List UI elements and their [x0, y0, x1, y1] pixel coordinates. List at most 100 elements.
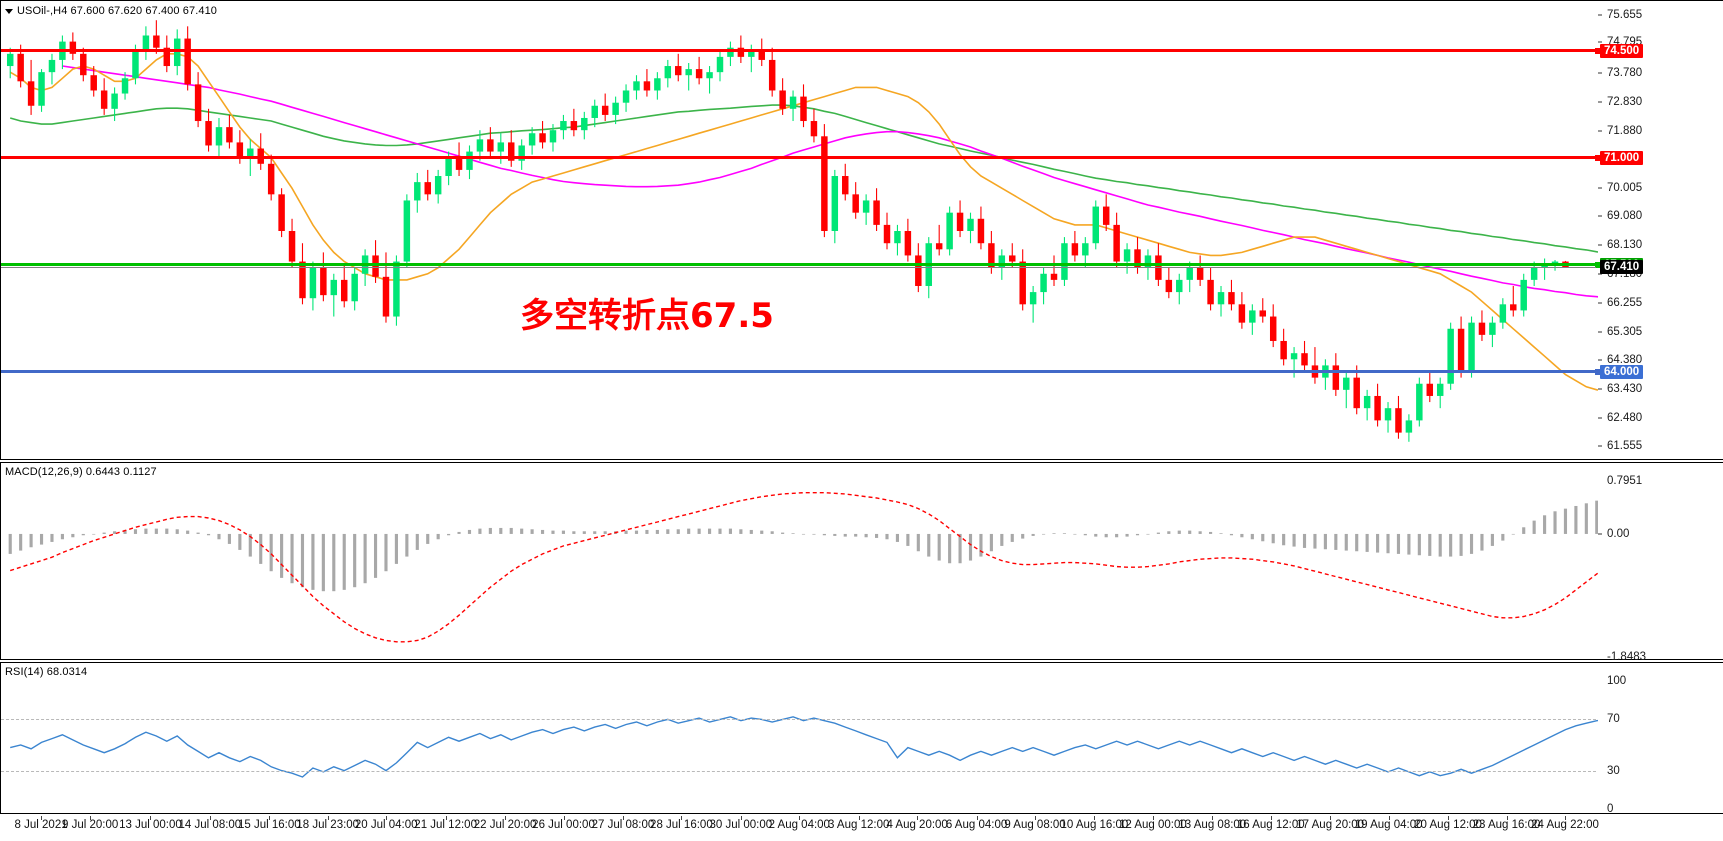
macd-panel[interactable]: MACD(12,26,9) 0.6443 0.1127 0.7951 0.00 -1…	[0, 462, 1723, 663]
rsi-tick: 70	[1607, 713, 1620, 726]
time-label: 13 Jul 00:00	[119, 819, 182, 831]
chart-annotation: 多空转折点67.5	[520, 296, 774, 337]
time-label: 21 Jul 12:00	[414, 819, 477, 831]
macd-tick: -1.8483	[1607, 651, 1647, 663]
rsi-panel[interactable]: RSI(14) 68.0314 100 70 30 0	[0, 662, 1723, 815]
time-tick-mark	[1035, 816, 1037, 820]
resistance-71-000-tag[interactable]: 71.000	[1600, 150, 1644, 165]
time-tick-mark	[799, 816, 801, 820]
time-tick-mark	[1565, 816, 1566, 820]
time-tick-mark	[917, 816, 919, 820]
macd-caption: MACD(12,26,9) 0.6443 0.1127	[5, 466, 157, 478]
time-tick-mark	[622, 816, 624, 820]
time-tick-mark	[90, 816, 92, 820]
rsi-plot-area[interactable]	[1, 663, 1722, 813]
rsi-band-70	[1, 719, 1596, 721]
time-label: 6 Aug 04:00	[945, 819, 1008, 831]
collapse-triangle-icon[interactable]	[5, 8, 13, 14]
price-tick: 72.830	[1598, 96, 1642, 108]
time-label: 14 Jul 08:00	[178, 819, 242, 831]
time-label: 10 Aug 16:00	[1060, 819, 1129, 831]
symbol-caption: USOil-,H4 67.600 67.620 67.400 67.410	[5, 5, 217, 17]
time-tick-mark	[1152, 816, 1154, 820]
time-tick-mark	[681, 816, 683, 820]
price-tick: 68.130	[1598, 239, 1642, 251]
price-tick: 71.880	[1598, 125, 1642, 137]
price-tick: 66.255	[1598, 297, 1642, 309]
time-label: 18 Jul 23:00	[296, 819, 360, 831]
time-label: 2 Aug 04:00	[768, 819, 830, 831]
rsi-tick: 30	[1607, 764, 1620, 777]
time-label: 15 Jul 16:00	[237, 819, 301, 831]
time-label: 24 Aug 22:00	[1531, 819, 1599, 831]
rsi-caption: RSI(14) 68.0314	[5, 666, 88, 678]
price-tick: 69.080	[1598, 210, 1642, 222]
time-tick-mark	[209, 816, 211, 820]
rsi-band-30	[1, 770, 1596, 772]
macd-tick: 0.7951	[1607, 475, 1643, 487]
time-label: 30 Jul 00:00	[709, 819, 773, 831]
time-label: 9 Aug 08:00	[1004, 819, 1066, 831]
time-tick-mark	[740, 816, 742, 820]
price-tick: 75.655	[1598, 9, 1642, 21]
time-label: 22 Jul 20:00	[473, 819, 537, 831]
time-tick-mark	[386, 816, 388, 820]
time-tick-mark	[1094, 816, 1096, 820]
macd-tick: 0.00	[1598, 528, 1629, 540]
time-tick-mark	[41, 816, 43, 820]
price-scale[interactable]: 75.655 74.795 73.780 72.830 71.880 70.005 69.0…	[1598, 1, 1723, 459]
time-tick-mark	[858, 816, 860, 820]
time-label: 20 Aug 12:00	[1414, 819, 1482, 831]
resistance-71-000[interactable]	[1, 154, 1601, 161]
price-tick: 73.780	[1598, 67, 1642, 79]
time-label: 19 Aug 04:00	[1354, 819, 1423, 831]
time-tick-mark	[505, 816, 507, 820]
time-tick-mark	[1448, 816, 1450, 820]
time-tick-mark	[1388, 816, 1390, 820]
time-label: 4 Aug 20:00	[886, 819, 948, 831]
price-tick: 63.430	[1598, 383, 1642, 395]
time-tick-mark	[327, 816, 329, 820]
rsi-scale: 100 70 30 0	[1598, 663, 1723, 815]
current-price-line	[1, 267, 1596, 269]
price-tick: 62.480	[1598, 412, 1642, 424]
time-label: 12 Aug 00:00	[1118, 819, 1187, 831]
time-label: 16 Aug 12:00	[1236, 819, 1305, 831]
rsi-tick: 100	[1607, 675, 1627, 687]
support-64-000-tag[interactable]: 64.000	[1600, 364, 1644, 379]
time-label: 23 Aug 16:00	[1472, 819, 1541, 831]
rsi-tick: 0	[1607, 803, 1614, 815]
support-64-000[interactable]	[1, 368, 1601, 375]
price-tick: 65.305	[1598, 326, 1642, 338]
time-tick-mark	[1506, 816, 1508, 820]
time-tick-mark	[563, 816, 565, 820]
time-tick-mark	[445, 816, 447, 820]
current-price-tag: 67.410	[1600, 260, 1644, 275]
time-tick-mark	[1270, 816, 1272, 820]
resistance-74-500-tag[interactable]: 74.500	[1600, 43, 1644, 58]
macd-plot-area[interactable]	[1, 463, 1722, 659]
time-label: 26 Jul 00:00	[532, 819, 595, 831]
price-chart-panel[interactable]: USOil-,H4 67.600 67.620 67.400 67.410 多空…	[0, 0, 1723, 460]
time-label: 17 Aug 20:00	[1296, 819, 1365, 831]
macd-scale: 0.7951 0.00 -1.8483	[1598, 463, 1723, 663]
pivot-67-500[interactable]	[1, 261, 1601, 268]
time-tick-mark	[150, 816, 152, 820]
price-tick: 70.005	[1598, 182, 1642, 194]
resistance-74-500[interactable]	[1, 47, 1601, 54]
price-plot-area[interactable]	[1, 1, 1722, 459]
time-tick-mark	[269, 816, 271, 820]
time-label: 13 Aug 08:00	[1178, 819, 1247, 831]
time-tick-mark	[1212, 816, 1214, 820]
price-tick: 64.380	[1598, 354, 1642, 366]
time-label: 20 Jul 04:00	[354, 819, 418, 831]
time-tick-mark	[976, 816, 978, 820]
time-label: 9 Jul 20:00	[61, 819, 119, 831]
time-label: 28 Jul 16:00	[650, 819, 713, 831]
time-label: 27 Jul 08:00	[591, 819, 655, 831]
time-tick-mark	[1330, 816, 1332, 820]
time-axis: 8 Jul 2021 9 Jul 20:00 13 Jul 00:00 14 Jul …	[0, 816, 1599, 838]
time-label: 3 Aug 12:00	[827, 819, 890, 831]
time-label: 8 Jul 2021	[14, 819, 68, 831]
